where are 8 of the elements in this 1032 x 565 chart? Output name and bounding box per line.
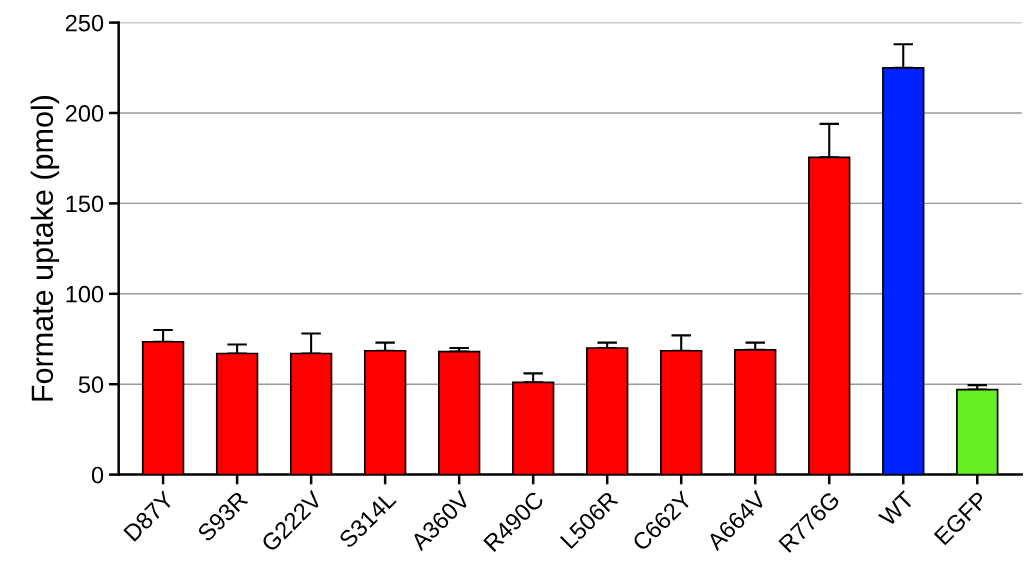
y-tick-label: 50 (78, 376, 104, 393)
y-tick-label: 200 (65, 105, 104, 122)
y-tick-label: 100 (66, 285, 104, 303)
x-tick-label: WT (877, 490, 915, 528)
y-tick-label: 0 (91, 466, 104, 484)
y-tick-label: 250 (65, 14, 104, 32)
y-axis-title: Formate uptake (pmol) (30, 95, 60, 401)
y-tick-label: 150 (66, 195, 104, 213)
